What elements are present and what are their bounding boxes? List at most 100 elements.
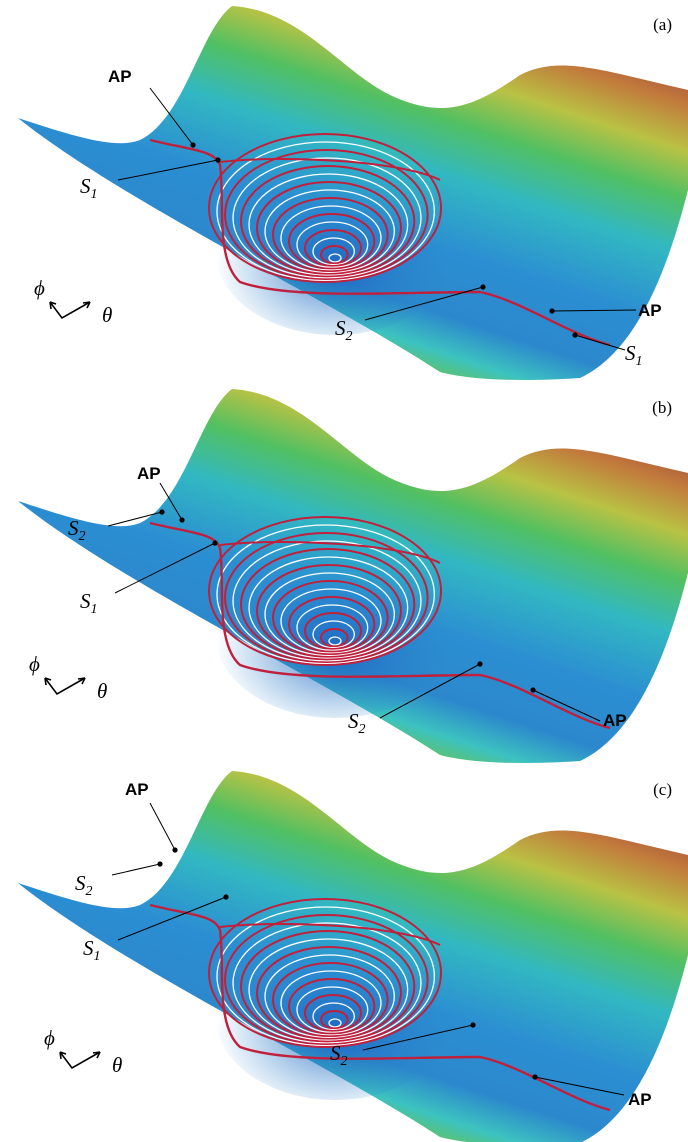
- axis-arrows: [49, 301, 91, 320]
- trajectory: [208, 516, 442, 666]
- annotation-sub: 2: [341, 1054, 348, 1069]
- annotation-main: S: [83, 936, 94, 960]
- leader-dot: [480, 284, 486, 290]
- leader-line: [379, 663, 481, 719]
- annotation: AP: [628, 1090, 652, 1109]
- leader-line: [574, 334, 626, 351]
- annotation-sub: 2: [86, 884, 93, 899]
- leader-line: [117, 159, 219, 181]
- leader-dot: [190, 142, 196, 148]
- trajectory: [288, 596, 376, 653]
- leader-dot: [549, 308, 555, 314]
- separatrix: [219, 541, 441, 564]
- trajectory: [312, 237, 355, 266]
- trajectory: [240, 165, 416, 278]
- leader-dot: [215, 157, 221, 163]
- annotation-sub: 1: [94, 949, 101, 964]
- annotation-sub: 1: [91, 602, 98, 617]
- leader-line: [534, 1076, 625, 1096]
- panel-label: (c): [653, 780, 672, 799]
- annotation-main: S: [68, 516, 79, 540]
- annotation: AP: [108, 67, 132, 86]
- annotation-main: S: [625, 341, 636, 365]
- annotation-main: S: [330, 1041, 341, 1065]
- leader-line: [149, 87, 194, 146]
- trajectory: [320, 628, 349, 648]
- trajectory: [256, 181, 402, 275]
- trajectory: [288, 213, 376, 270]
- leader-line: [107, 511, 163, 527]
- separatrix: [219, 923, 441, 946]
- axis-symbol: θ: [102, 303, 112, 327]
- leader-dot: [212, 540, 218, 546]
- annotation: S2: [75, 871, 93, 899]
- trajectory: [272, 962, 389, 1038]
- trajectory: [232, 540, 422, 662]
- trajectory: [216, 906, 435, 1047]
- trajectory: [224, 914, 429, 1046]
- trajectory: [296, 986, 369, 1033]
- trajectory: [296, 604, 369, 651]
- trajectory: [216, 141, 435, 282]
- leader-line: [532, 689, 601, 722]
- annotation: S2: [68, 516, 86, 544]
- annotation-sub: 1: [636, 354, 643, 369]
- trajectory: [224, 149, 429, 281]
- trajectory: [328, 1018, 342, 1028]
- leader-dot: [530, 687, 536, 693]
- annotation-main: S: [348, 709, 359, 733]
- leader-dot: [179, 517, 185, 523]
- panel-label: (a): [653, 15, 672, 34]
- annotation-sub: 2: [79, 529, 86, 544]
- leader-dot: [572, 332, 578, 338]
- trajectory: [256, 946, 402, 1040]
- trajectory: [272, 197, 389, 273]
- trajectory: [232, 157, 422, 279]
- axis-symbol: θ: [112, 1053, 122, 1077]
- annotation: AP: [603, 711, 627, 730]
- trajectory: [216, 524, 435, 665]
- trajectory: [304, 994, 362, 1032]
- trajectory: [328, 253, 342, 263]
- trajectory: [280, 205, 382, 271]
- trajectory: [240, 930, 416, 1043]
- leader-dot: [172, 847, 178, 853]
- annotation: S2: [335, 316, 353, 344]
- axis-symbol: θ: [97, 679, 107, 703]
- trajectory: [272, 580, 389, 656]
- trajectory: [312, 1002, 355, 1031]
- trajectory: [256, 564, 402, 658]
- leader-line: [362, 1024, 474, 1051]
- leader-dot: [532, 1074, 538, 1080]
- leader-dot: [223, 894, 229, 900]
- trajectory: [264, 572, 395, 657]
- annotation-main: S: [80, 174, 91, 198]
- annotation: S1: [625, 341, 643, 369]
- trajectory: [208, 133, 442, 283]
- leader-line: [149, 802, 176, 851]
- trajectory: [224, 532, 429, 664]
- annotation-main: S: [80, 589, 91, 613]
- trajectory: [288, 978, 376, 1035]
- annotation: AP: [638, 301, 662, 320]
- trajectory: [312, 620, 355, 649]
- leader-dot: [470, 1022, 476, 1028]
- axis-arrows: [44, 677, 86, 696]
- annotation: AP: [125, 780, 149, 799]
- annotation-sub: 2: [359, 722, 366, 737]
- leader-line: [551, 309, 637, 312]
- annotation: S1: [80, 174, 98, 202]
- leader-line: [364, 286, 484, 321]
- annotation-main: S: [335, 316, 346, 340]
- leader-line: [159, 482, 183, 521]
- axis-symbol: ϕ: [34, 276, 45, 300]
- trajectory: [248, 938, 409, 1041]
- trajectory: [328, 636, 342, 646]
- leader-line: [114, 542, 216, 594]
- trajectory: [264, 954, 395, 1039]
- leader-line: [117, 896, 227, 941]
